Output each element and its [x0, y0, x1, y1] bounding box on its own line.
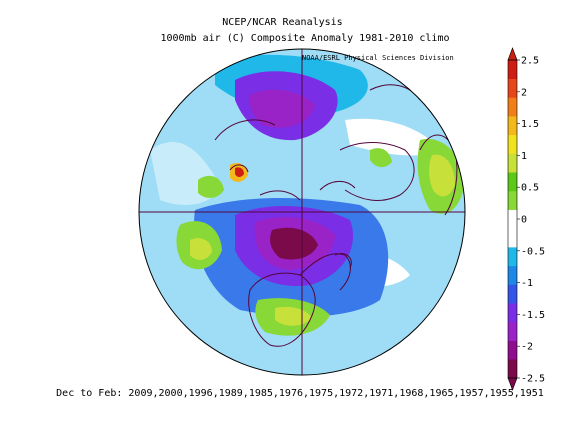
colorbar-segment	[508, 116, 517, 136]
colorbar-segment	[508, 172, 517, 192]
colorbar-segment	[508, 284, 517, 304]
colorbar-segment	[508, 247, 517, 267]
anomaly-region	[270, 227, 318, 260]
composite-years-caption: Dec to Feb: 2009,2000,1996,1989,1985,197…	[56, 388, 544, 399]
anomaly-region	[275, 306, 312, 326]
anomaly-region	[249, 89, 315, 128]
colorbar-tick-label: -2.5	[521, 374, 545, 385]
colorbar-segment	[508, 359, 517, 379]
colorbar-tick-label: 2	[521, 87, 527, 98]
colorbar-tick-label: 1.5	[521, 119, 539, 130]
colorbar: 2.5 2 1.5 1 0.5 0 -0.5 -1 -1.5 -2 -2.5	[507, 47, 545, 391]
colorbar-segment	[508, 228, 517, 248]
anomaly-region	[370, 148, 392, 168]
colorbar-max-arrow	[507, 47, 518, 61]
colorbar-tick-label: 0	[521, 215, 527, 226]
credit-label: NOAA/ESRL Physical Sciences Division	[302, 54, 454, 62]
anomaly-region	[190, 238, 212, 260]
colorbar-tick-label: -0.5	[521, 246, 545, 257]
colorbar-tick-label: 0.5	[521, 183, 539, 194]
anomaly-region	[198, 175, 224, 198]
colorbar-segment	[508, 321, 517, 341]
coastlines	[214, 84, 458, 347]
colorbar-segment	[508, 60, 517, 80]
colorbar-segment	[508, 340, 517, 360]
colorbar-segment	[508, 134, 517, 154]
colorbar-tick-label: 2.5	[521, 56, 539, 67]
anomaly-region	[345, 118, 440, 156]
colorbar-segment	[508, 78, 517, 98]
anomaly-region	[429, 154, 455, 197]
colorbar-segment	[508, 303, 517, 323]
colorbar-tick-label: -2	[521, 342, 533, 353]
colorbar-segment	[508, 190, 517, 210]
colorbar-tick-label: -1	[521, 278, 533, 289]
map-title: NCEP/NCAR Reanalysis	[222, 17, 343, 28]
colorbar-tick-label: 1	[521, 151, 527, 162]
colorbar-segment	[508, 209, 517, 229]
colorbar-segment	[508, 97, 517, 117]
polar-map	[139, 49, 465, 375]
colorbar-segment	[508, 265, 517, 285]
map-subtitle: 1000mb air (C) Composite Anomaly 1981-20…	[160, 33, 450, 44]
map-frame	[138, 48, 466, 376]
colorbar-tick-label: -1.5	[521, 310, 545, 321]
anomaly-region	[235, 167, 244, 177]
colorbar-segment	[508, 153, 517, 173]
